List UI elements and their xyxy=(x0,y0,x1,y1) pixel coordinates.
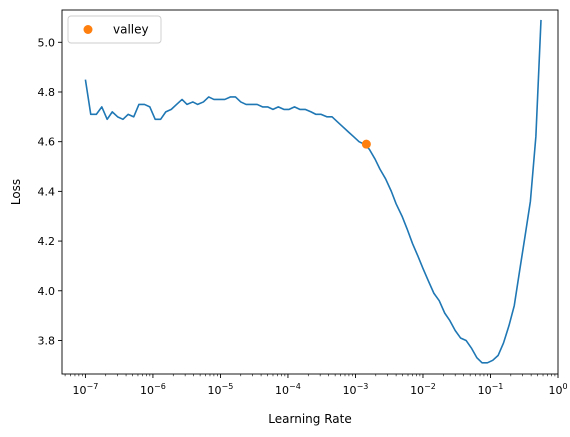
x-tick-label: 10−7 xyxy=(73,382,99,397)
legend: valley xyxy=(67,15,162,44)
x-axis-title: Learning Rate xyxy=(268,412,351,426)
plot-area xyxy=(84,19,542,364)
y-tick-label: 4.8 xyxy=(38,86,56,99)
y-tick-label: 4.2 xyxy=(38,235,56,248)
x-tick-label: 10−5 xyxy=(208,382,234,397)
x-tick-label: 10−3 xyxy=(343,382,369,397)
x-tick-label: 10−1 xyxy=(478,382,504,397)
y-tick-label: 5.0 xyxy=(38,36,56,49)
valley-marker xyxy=(361,139,371,149)
y-tick-label: 3.8 xyxy=(38,334,56,347)
y-axis-title: Loss xyxy=(9,179,23,205)
x-tick-label: 10−6 xyxy=(140,382,166,397)
x-axis: 10−7 10−6 10−5 10−4 10−3 10−2 10−1 100 xyxy=(64,374,568,397)
y-axis: 3.8 4.0 4.2 4.4 4.6 4.8 5.0 xyxy=(38,36,62,347)
axes-frame xyxy=(61,9,559,375)
y-tick-label: 4.6 xyxy=(38,136,56,149)
y-tick-label: 4.4 xyxy=(38,185,56,198)
y-tick-label: 4.0 xyxy=(38,285,56,298)
x-tick-label: 10−2 xyxy=(410,382,436,397)
loss-series-line xyxy=(84,19,542,364)
x-tick-label: 100 xyxy=(548,382,567,397)
legend-valley-marker xyxy=(83,25,93,34)
legend-valley-label: valley xyxy=(113,23,149,37)
legend-box xyxy=(67,15,162,44)
x-tick-label: 10−4 xyxy=(275,382,301,397)
